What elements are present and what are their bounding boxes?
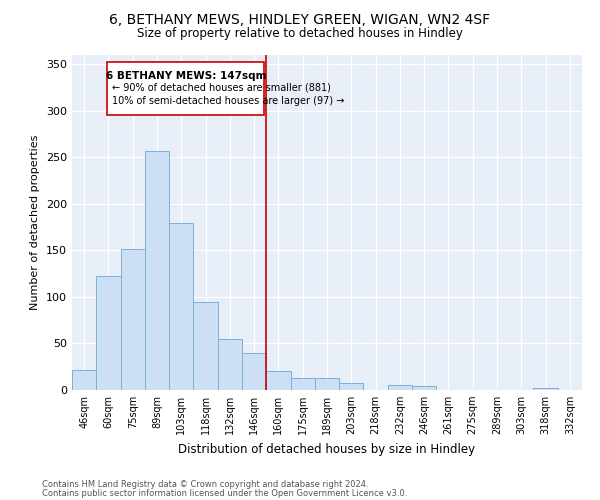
Bar xyxy=(388,386,412,390)
Bar xyxy=(169,222,193,390)
X-axis label: Distribution of detached houses by size in Hindley: Distribution of detached houses by size … xyxy=(178,442,476,456)
Bar xyxy=(242,353,266,390)
Bar xyxy=(121,248,145,390)
Text: 6, BETHANY MEWS, HINDLEY GREEN, WIGAN, WN2 4SF: 6, BETHANY MEWS, HINDLEY GREEN, WIGAN, W… xyxy=(109,12,491,26)
Bar xyxy=(72,370,96,390)
Bar xyxy=(266,372,290,390)
Bar xyxy=(533,388,558,390)
Bar xyxy=(339,384,364,390)
Text: 6 BETHANY MEWS: 147sqm: 6 BETHANY MEWS: 147sqm xyxy=(106,71,266,81)
Bar xyxy=(412,386,436,390)
FancyBboxPatch shape xyxy=(107,62,265,116)
Bar xyxy=(290,378,315,390)
Bar xyxy=(96,276,121,390)
Text: Contains public sector information licensed under the Open Government Licence v3: Contains public sector information licen… xyxy=(42,490,407,498)
Bar xyxy=(145,151,169,390)
Text: ← 90% of detached houses are smaller (881): ← 90% of detached houses are smaller (88… xyxy=(112,83,331,93)
Bar xyxy=(315,378,339,390)
Text: 10% of semi-detached houses are larger (97) →: 10% of semi-detached houses are larger (… xyxy=(112,96,344,106)
Text: Contains HM Land Registry data © Crown copyright and database right 2024.: Contains HM Land Registry data © Crown c… xyxy=(42,480,368,489)
Bar xyxy=(218,339,242,390)
Text: Size of property relative to detached houses in Hindley: Size of property relative to detached ho… xyxy=(137,28,463,40)
Y-axis label: Number of detached properties: Number of detached properties xyxy=(31,135,40,310)
Bar xyxy=(193,302,218,390)
